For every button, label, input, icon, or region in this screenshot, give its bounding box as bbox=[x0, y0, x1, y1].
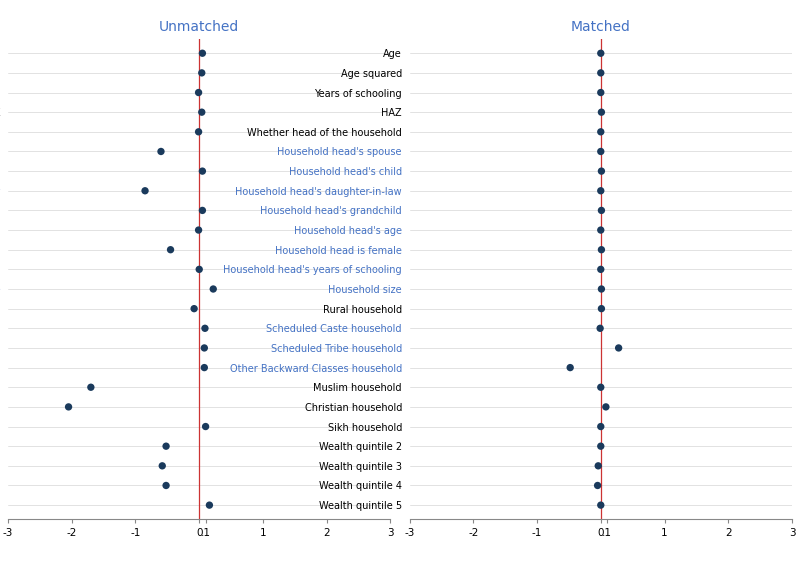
Point bbox=[196, 206, 209, 215]
Point bbox=[198, 343, 210, 352]
Point bbox=[193, 265, 206, 274]
Point bbox=[599, 402, 612, 411]
Point bbox=[154, 147, 167, 156]
Point bbox=[594, 49, 607, 58]
Point bbox=[192, 127, 205, 136]
Point bbox=[595, 245, 608, 254]
Point bbox=[595, 284, 608, 293]
Point bbox=[198, 324, 211, 333]
Point bbox=[595, 304, 608, 313]
Point bbox=[195, 68, 208, 77]
Point bbox=[203, 501, 216, 510]
Point bbox=[595, 206, 608, 215]
Point bbox=[594, 501, 607, 510]
Point bbox=[156, 461, 169, 470]
Point bbox=[85, 383, 98, 392]
Point bbox=[594, 88, 607, 97]
Point bbox=[594, 186, 607, 195]
Point bbox=[594, 226, 607, 235]
Point bbox=[164, 245, 177, 254]
Point bbox=[62, 402, 75, 411]
Point bbox=[192, 88, 205, 97]
Point bbox=[594, 383, 607, 392]
Point bbox=[160, 442, 173, 451]
Point bbox=[594, 147, 607, 156]
Point bbox=[196, 49, 209, 58]
Point bbox=[591, 481, 604, 490]
Point bbox=[188, 304, 201, 313]
Point bbox=[594, 422, 607, 431]
Point bbox=[595, 166, 608, 175]
Point bbox=[195, 108, 208, 117]
Point bbox=[196, 166, 209, 175]
Point bbox=[594, 265, 607, 274]
Point bbox=[594, 127, 607, 136]
Point bbox=[192, 226, 205, 235]
Point bbox=[198, 363, 210, 372]
Point bbox=[594, 68, 607, 77]
Point bbox=[207, 284, 220, 293]
Point bbox=[594, 324, 606, 333]
Title: Matched: Matched bbox=[571, 20, 630, 34]
Point bbox=[138, 186, 151, 195]
Point bbox=[592, 461, 605, 470]
Point bbox=[564, 363, 577, 372]
Point bbox=[594, 442, 607, 451]
Title: Unmatched: Unmatched bbox=[159, 20, 239, 34]
Point bbox=[199, 422, 212, 431]
Point bbox=[612, 343, 625, 352]
Point bbox=[595, 108, 608, 117]
Point bbox=[160, 481, 173, 490]
